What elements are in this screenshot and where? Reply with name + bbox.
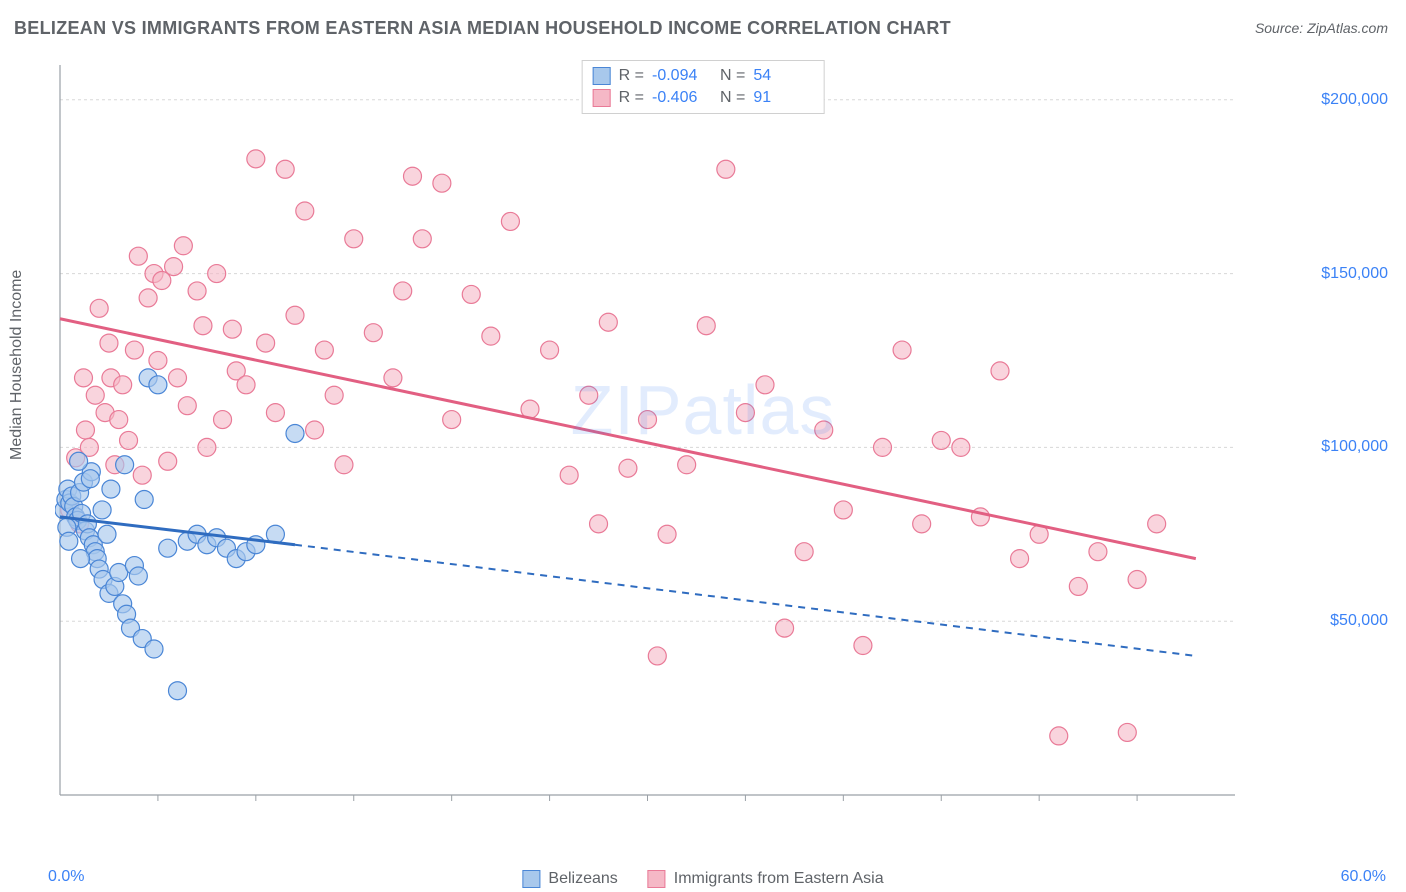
y-tick-label: $100,000: [1321, 438, 1388, 456]
y-tick-label: $150,000: [1321, 265, 1388, 283]
n-label-pink: N =: [720, 89, 745, 107]
y-tick-label: $200,000: [1321, 91, 1388, 109]
x-axis-min-label: 0.0%: [48, 868, 84, 886]
legend-swatch-blue-bottom: [522, 870, 540, 888]
legend-row-blue: R = -0.094 N = 54: [593, 65, 814, 87]
legend-label-blue: Belizeans: [548, 870, 617, 888]
legend-swatch-blue: [593, 67, 611, 85]
source-label: Source: ZipAtlas.com: [1255, 20, 1388, 36]
legend-item-pink: Immigrants from Eastern Asia: [648, 870, 884, 888]
source-prefix: Source:: [1255, 20, 1307, 36]
scatter-chart: [55, 55, 1335, 825]
r-label-blue: R =: [619, 67, 644, 85]
r-label-pink: R =: [619, 89, 644, 107]
n-label-blue: N =: [720, 67, 745, 85]
source-value: ZipAtlas.com: [1307, 20, 1388, 36]
correlation-legend: R = -0.094 N = 54 R = -0.406 N = 91: [582, 60, 825, 114]
n-value-blue: 54: [753, 67, 813, 85]
legend-item-blue: Belizeans: [522, 870, 617, 888]
y-axis-label: Median Household Income: [8, 270, 26, 460]
legend-swatch-pink-bottom: [648, 870, 666, 888]
chart-title: BELIZEAN VS IMMIGRANTS FROM EASTERN ASIA…: [14, 18, 951, 39]
r-value-blue: -0.094: [652, 67, 712, 85]
legend-label-pink: Immigrants from Eastern Asia: [674, 870, 884, 888]
x-axis-max-label: 60.0%: [1341, 868, 1386, 886]
legend-swatch-pink: [593, 89, 611, 107]
n-value-pink: 91: [753, 89, 813, 107]
r-value-pink: -0.406: [652, 89, 712, 107]
legend-row-pink: R = -0.406 N = 91: [593, 87, 814, 109]
series-legend: Belizeans Immigrants from Eastern Asia: [522, 870, 883, 888]
y-tick-label: $50,000: [1330, 612, 1388, 630]
